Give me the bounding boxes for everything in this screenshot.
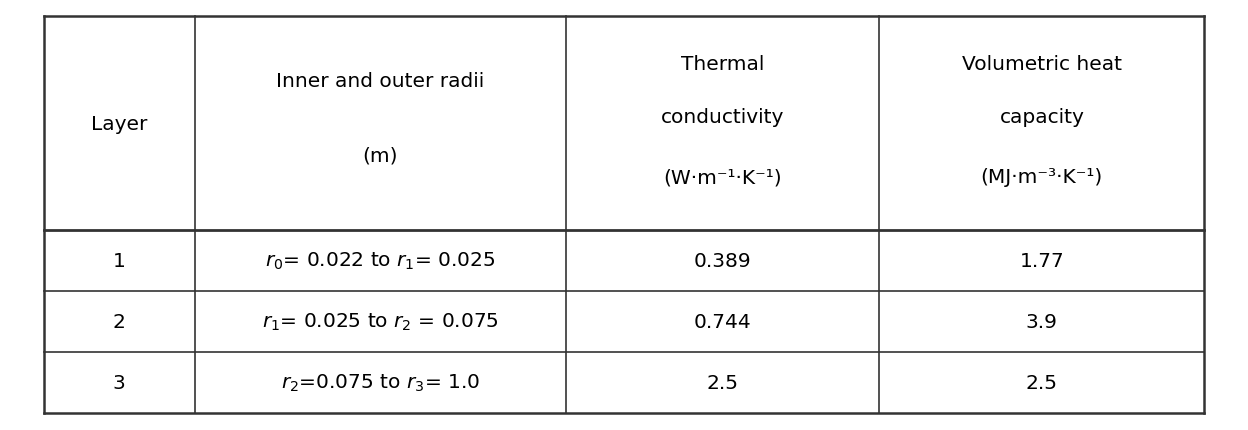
Text: 2.5: 2.5 [1026,373,1058,392]
Text: 0.389: 0.389 [694,252,751,270]
Text: 2: 2 [112,312,126,331]
Text: capacity: capacity [1000,108,1085,127]
Text: (W·m⁻¹·K⁻¹): (W·m⁻¹·K⁻¹) [664,168,782,187]
Text: (MJ·m⁻³·K⁻¹): (MJ·m⁻³·K⁻¹) [981,168,1103,187]
Text: Thermal: Thermal [681,55,764,74]
Text: 1.77: 1.77 [1020,252,1065,270]
Text: 2.5: 2.5 [706,373,739,392]
Text: 3.9: 3.9 [1026,312,1058,331]
Text: Volumetric heat: Volumetric heat [962,55,1122,74]
Text: $r_0$= 0.022 to $r_1$= 0.025: $r_0$= 0.022 to $r_1$= 0.025 [265,250,495,272]
Text: (m): (m) [362,147,398,166]
Text: 0.744: 0.744 [694,312,751,331]
Text: Layer: Layer [91,114,147,133]
Text: 1: 1 [112,252,126,270]
Text: 3: 3 [112,373,126,392]
Text: conductivity: conductivity [661,108,784,127]
Text: Inner and outer radii: Inner and outer radii [276,72,484,91]
Text: $r_1$= 0.025 to $r_2$ = 0.075: $r_1$= 0.025 to $r_2$ = 0.075 [262,311,499,332]
Text: $r_2$=0.075 to $r_3$= 1.0: $r_2$=0.075 to $r_3$= 1.0 [281,372,479,393]
